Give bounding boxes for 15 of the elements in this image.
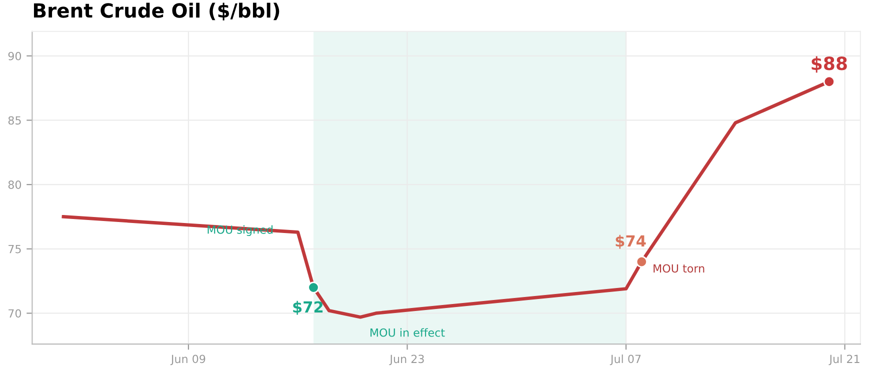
- data-label: $72: [293, 300, 323, 315]
- x-tick-label: Jul 21: [828, 354, 860, 366]
- data-label: $74: [616, 234, 646, 249]
- y-tick-label: 70: [8, 309, 22, 318]
- y-tick-label: 80: [8, 180, 22, 189]
- x-tick-label: Jun 09: [170, 354, 206, 366]
- y-tick-label: 75: [8, 245, 21, 254]
- band-label: MOU in effect: [370, 328, 445, 337]
- y-tick-label: 85: [8, 116, 21, 125]
- chart-title: Brent Crude Oil ($/bbl): [34, 2, 280, 20]
- x-tick-label: Jun 23: [389, 354, 424, 366]
- data-label: $88: [812, 56, 847, 73]
- annotation: MOU torn: [654, 264, 704, 273]
- x-tick-label: Jul 07: [610, 354, 641, 366]
- y-tick-label: 90: [8, 52, 22, 60]
